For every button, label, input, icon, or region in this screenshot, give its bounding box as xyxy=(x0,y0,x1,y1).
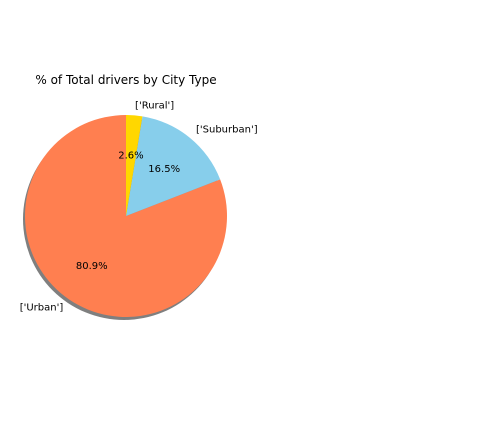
slice-pct-label-0: 80.9% xyxy=(76,261,108,272)
slice-label-2: ['Rural'] xyxy=(135,100,174,111)
slice-label-0: ['Urban'] xyxy=(20,303,64,314)
slice-pct-label-2: 2.6% xyxy=(118,151,143,162)
pie-slice-2 xyxy=(126,114,143,216)
slice-pct-label-1: 16.5% xyxy=(148,164,180,175)
chart-title: % of Total drivers by City Type xyxy=(35,73,216,87)
pie-slice-1 xyxy=(126,116,221,216)
pie-slice-0 xyxy=(25,115,228,317)
pie-slices xyxy=(25,114,228,317)
slice-label-1: ['Suburban'] xyxy=(196,125,258,136)
pie-labels: ['Urban'] 80.9% ['Suburban'] 16.5% ['Rural']… xyxy=(20,100,258,313)
